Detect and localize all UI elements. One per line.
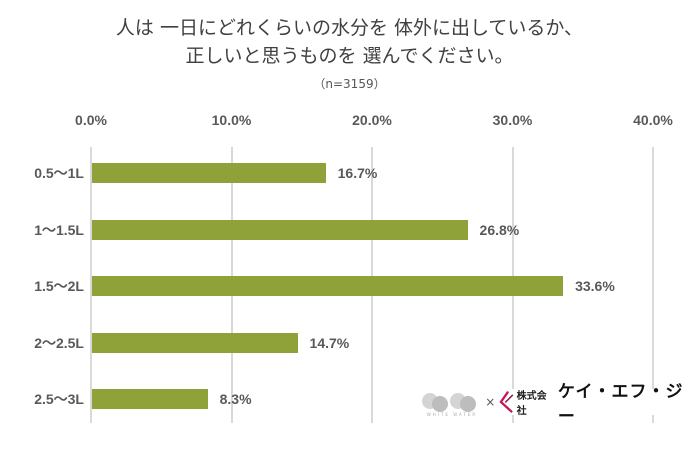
- category-label: 0.5〜1L: [34, 165, 84, 181]
- value-label: 14.7%: [309, 335, 350, 351]
- x-tick-label: 40.0%: [633, 112, 673, 128]
- bar: [92, 220, 468, 240]
- chart-title-line-1: 人は 一日にどれくらいの水分を 体外に出しているか、: [115, 17, 584, 39]
- company-name: ケイ・エフ・ジー: [557, 382, 684, 427]
- kfg-logo-mark-icon: [499, 391, 514, 413]
- bar: [92, 333, 298, 353]
- x-tick-label: 20.0%: [352, 112, 392, 128]
- bar: [92, 276, 564, 296]
- category-label: 1.5〜2L: [34, 278, 84, 294]
- category-label: 2〜2.5L: [34, 335, 84, 351]
- gridline: [90, 147, 92, 423]
- sponsor-logos: WHITE WATER × 株式会社 ケイ・エフ・ジー: [418, 382, 699, 427]
- gridline: [652, 147, 654, 423]
- company-prefix: 株式会社: [516, 391, 547, 417]
- chart-title-line-2: 正しいと思うものを 選んでください。: [185, 45, 514, 67]
- value-label: 33.6%: [575, 278, 615, 294]
- chart-subtitle: （n=3159）: [313, 77, 386, 91]
- value-label: 8.3%: [219, 391, 252, 407]
- times-symbol: ×: [485, 395, 496, 409]
- x-tick-label: 30.0%: [492, 112, 533, 128]
- white-water-logo-icon: WHITE WATER: [422, 390, 479, 417]
- x-tick-label: 0.0%: [75, 112, 107, 128]
- value-label: 16.7%: [337, 165, 378, 181]
- x-tick-label: 10.0%: [211, 112, 252, 128]
- bar: [92, 163, 326, 183]
- bar: [92, 389, 208, 409]
- value-label: 26.8%: [479, 222, 520, 238]
- category-label: 1〜1.5L: [34, 222, 84, 238]
- category-label: 2.5〜3L: [34, 391, 84, 407]
